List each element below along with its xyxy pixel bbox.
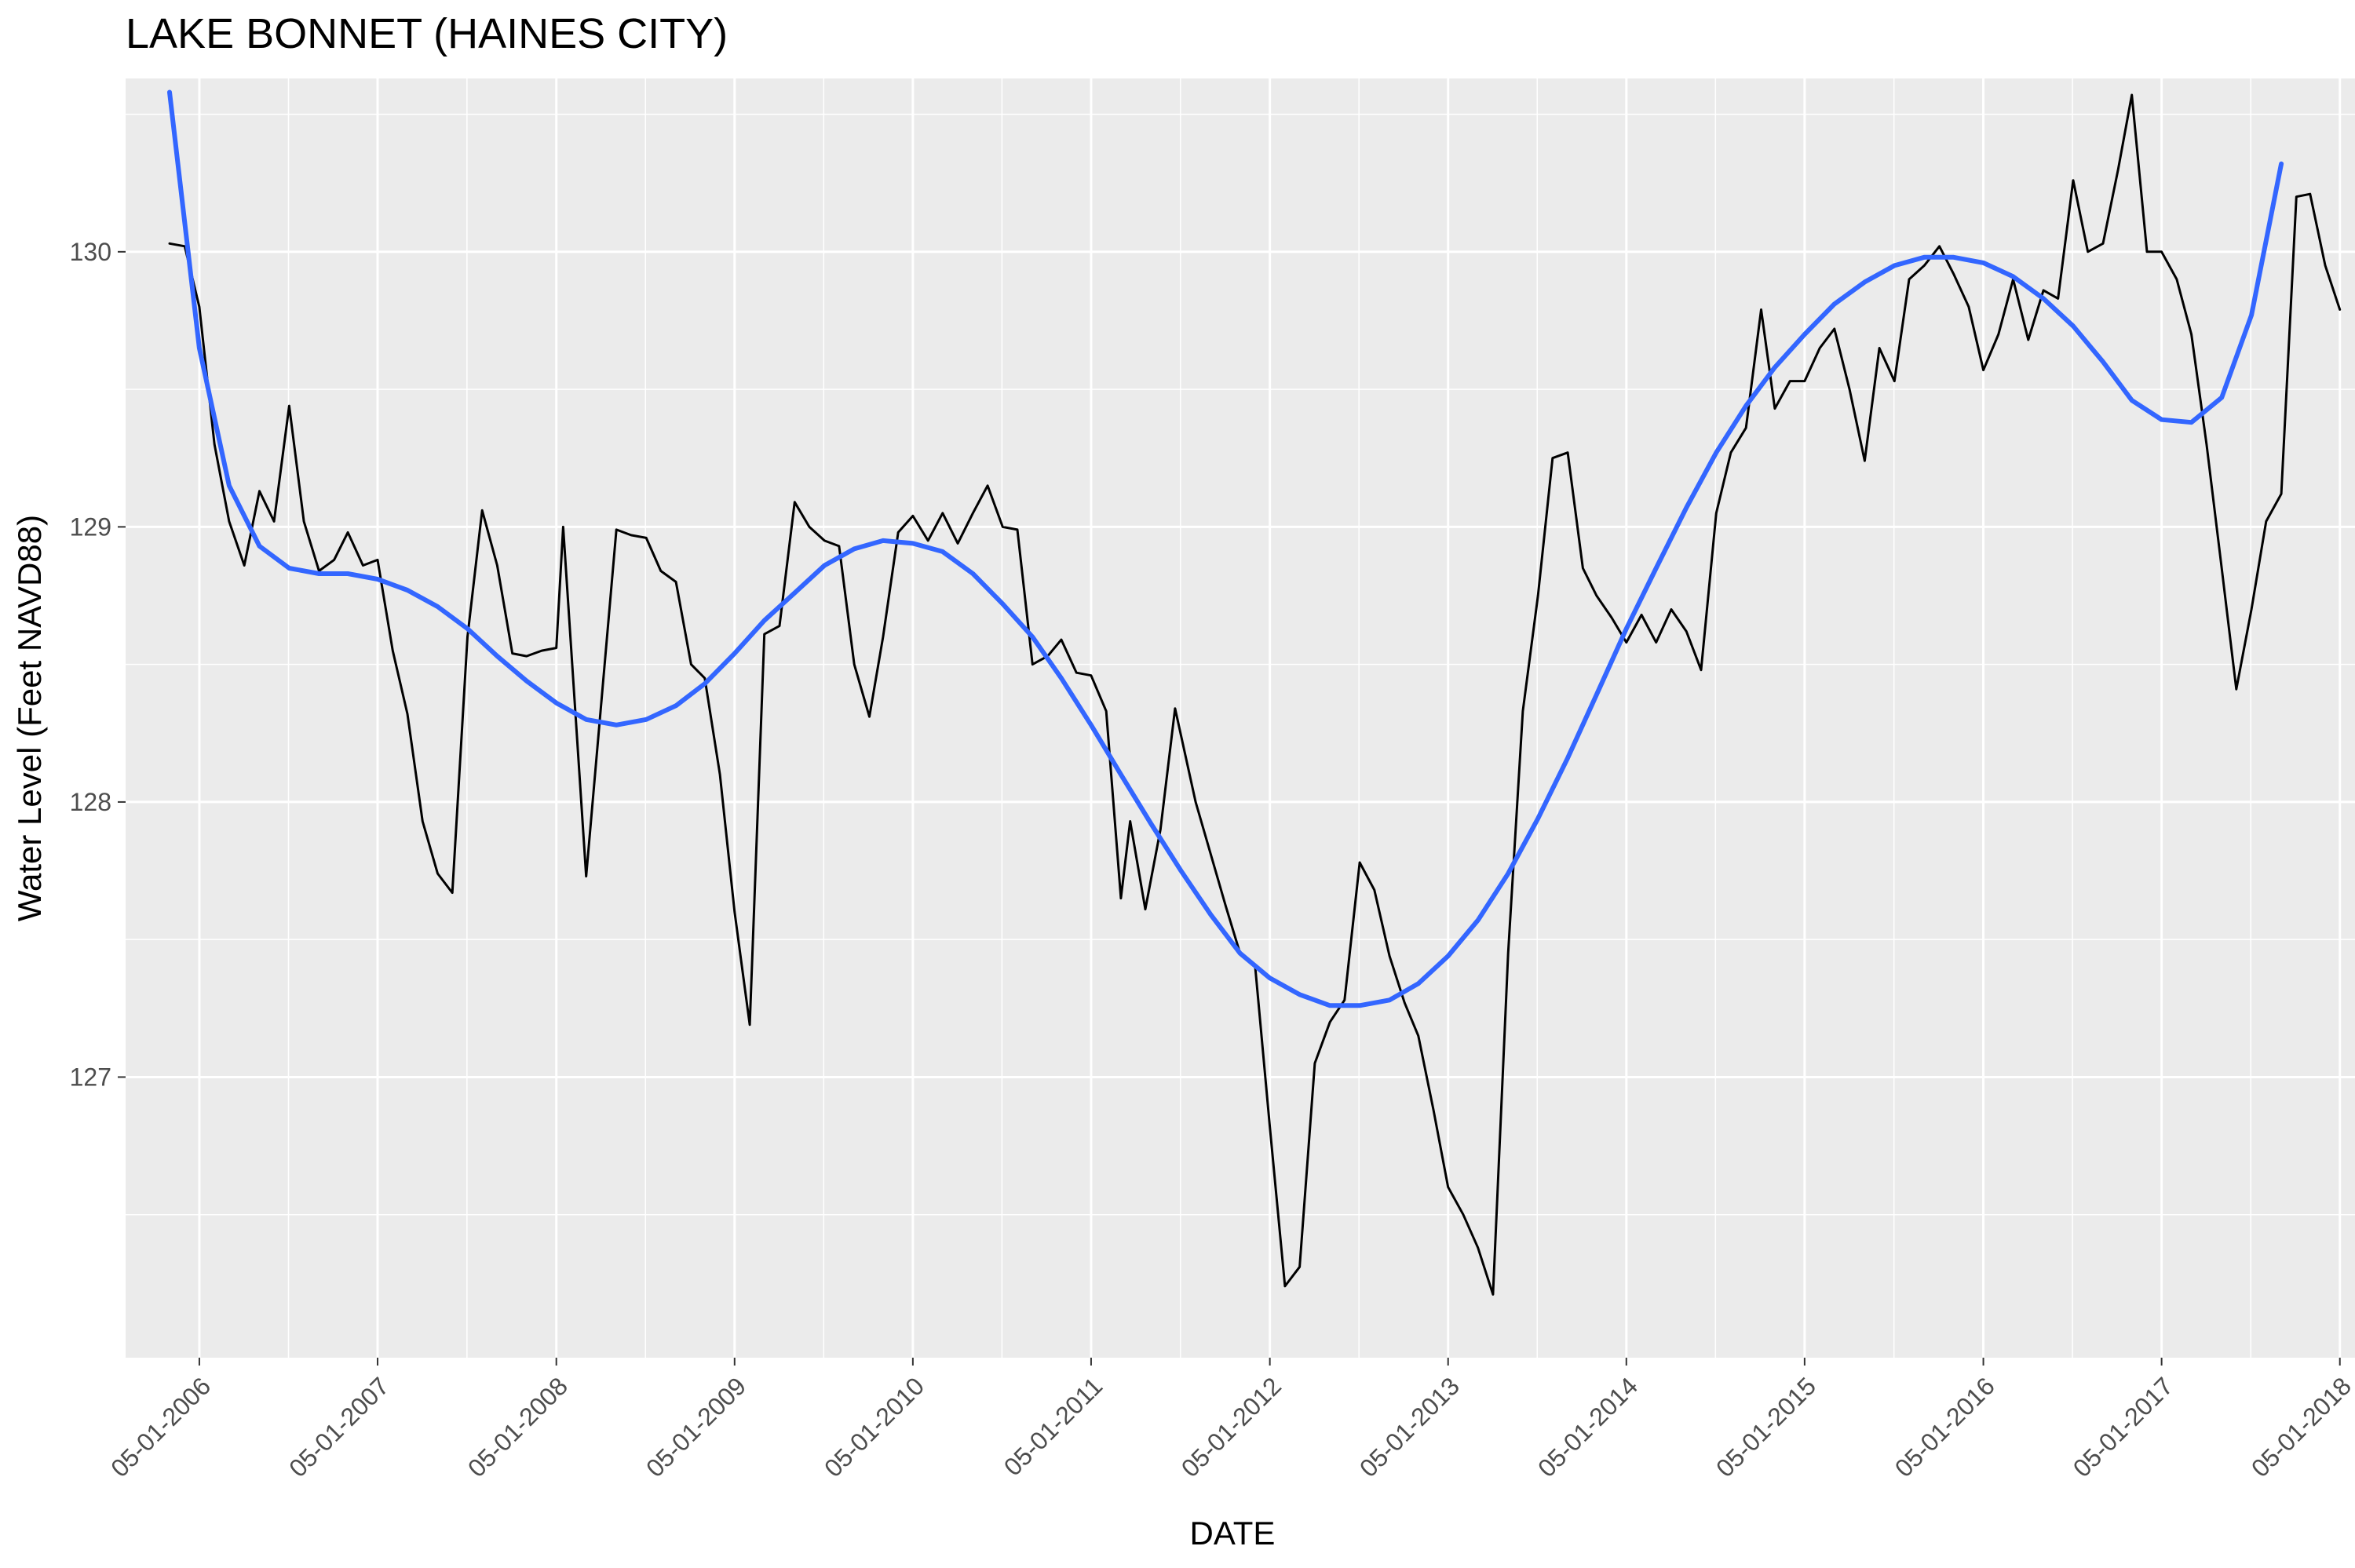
x-tick-label: 05-01-2017 [2068, 1372, 2178, 1482]
x-tick-label: 05-01-2010 [819, 1372, 929, 1482]
y-tick-label: 127 [70, 1063, 111, 1091]
x-tick-label: 05-01-2011 [999, 1372, 1108, 1482]
x-tick-label: 05-01-2012 [1176, 1372, 1287, 1482]
x-tick-label: 05-01-2007 [283, 1372, 394, 1482]
y-tick-label: 128 [70, 788, 111, 816]
x-axis-title: DATE [1190, 1515, 1276, 1552]
series-layer [167, 89, 2342, 1296]
y-axis-title: Water Level (Feet NAVD88) [11, 515, 48, 921]
y-tick-label: 130 [70, 238, 111, 266]
water-level-line [168, 93, 2342, 1296]
major-gridlines [126, 78, 2355, 1358]
x-tick-label: 05-01-2009 [641, 1372, 751, 1482]
x-tick-label: 05-01-2018 [2246, 1372, 2355, 1482]
chart-title: LAKE BONNET (HAINES CITY) [126, 10, 728, 57]
x-tick-label: 05-01-2008 [462, 1372, 573, 1482]
x-tick-label: 05-01-2014 [1532, 1372, 1643, 1482]
y-tick-label: 129 [70, 512, 111, 541]
x-tick-label: 05-01-2006 [105, 1372, 216, 1482]
x-tick-label: 05-01-2015 [1711, 1372, 1821, 1482]
x-tick-label: 05-01-2016 [1889, 1372, 2000, 1482]
smoothed-trend-line [167, 89, 2284, 1008]
plot-panel [126, 78, 2355, 1358]
x-tick-label: 05-01-2013 [1354, 1372, 1465, 1482]
minor-gridlines [126, 78, 2355, 1358]
